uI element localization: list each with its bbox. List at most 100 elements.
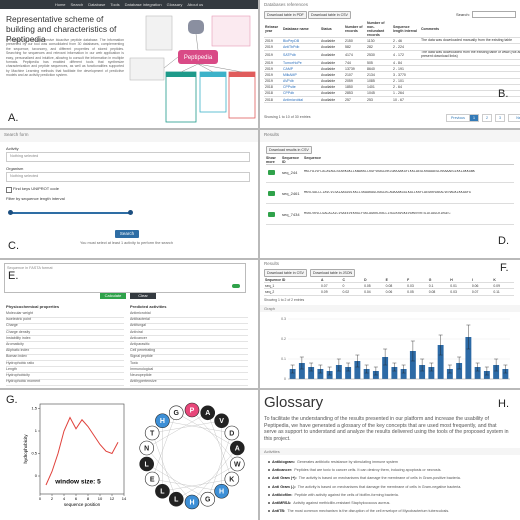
property-name: Aliphatic index [6, 348, 30, 353]
table-cell: 0.01 [449, 282, 471, 290]
property-name: Antibacterial [130, 317, 150, 322]
table-row: 2019 TumorHoPe Available 744 505 4 - 84 [264, 59, 520, 67]
activity-select[interactable]: Nothing selected [6, 152, 250, 162]
nav-link[interactable]: About us [187, 2, 204, 7]
bullet [268, 461, 270, 464]
search-input[interactable] [472, 11, 516, 18]
table-cell: 0 [341, 282, 364, 290]
table-cell[interactable]: TumorHoPe [282, 59, 320, 67]
definition: Peptide with activity against the cells … [294, 492, 399, 497]
panel: Glossary To facilitate the understanding … [260, 390, 520, 520]
table-cell[interactable]: Antimicrobial [282, 96, 320, 104]
column-header: Database name [282, 20, 320, 39]
column-header: Sequence [304, 156, 321, 160]
column-header: Status [320, 20, 344, 39]
nav-link[interactable]: Search [70, 2, 84, 7]
error-bar [309, 362, 314, 372]
checkbox[interactable] [6, 187, 12, 193]
organism-select[interactable]: Nothing selected [6, 172, 250, 182]
download-button[interactable]: Download table in CSV [264, 269, 307, 277]
table-cell: 0.07 [319, 282, 342, 290]
term-row: AntiTB: The most common mechanism is the … [268, 509, 516, 513]
page-button[interactable]: Previous [446, 114, 470, 122]
table-cell: 4 - 172 [392, 50, 420, 60]
table-cell[interactable]: CPPdb [282, 90, 320, 98]
table-cell[interactable]: AntiTbPdb [282, 43, 320, 51]
nav-link[interactable]: Database integration [124, 2, 162, 7]
toggle[interactable] [232, 284, 240, 288]
table-info: Showing 1 to 2 of 2 entries [264, 298, 305, 302]
show-more-button[interactable] [268, 170, 275, 175]
residue-label: A [205, 410, 210, 417]
fasta-input[interactable]: Sequence in FASTA format [4, 263, 246, 293]
search-button[interactable]: Search [115, 230, 139, 238]
error-bar [299, 356, 304, 370]
action-button[interactable]: Calculate [100, 293, 126, 299]
show-more-button[interactable] [268, 191, 275, 196]
x-tick-label: 10 [98, 496, 103, 501]
download-button[interactable]: Download table in CSV [308, 11, 351, 19]
y-tick-label: 0.2 [281, 337, 286, 341]
table-cell: 4 - 84 [392, 59, 420, 67]
table-cell[interactable]: CPPsite [282, 84, 320, 91]
definition: Peptides that are toxic to cancer cells.… [294, 468, 442, 473]
table-cell: 2019 [264, 37, 282, 45]
slider-handle[interactable] [128, 210, 133, 215]
table-cell: 2059 [344, 78, 366, 85]
download-button[interactable]: Download table in JSON [310, 269, 356, 277]
wheel-link [207, 412, 233, 480]
note: You must select at least 1 activity to p… [80, 241, 173, 245]
annotation: window size: 5 [54, 479, 101, 486]
download-button[interactable]: Download table in PDF [264, 11, 307, 19]
x-tick-label: 8 [87, 496, 90, 501]
error-bar [410, 340, 415, 362]
nav-link[interactable]: Home [54, 2, 66, 7]
table-cell: 2 - 224 [392, 43, 420, 51]
table-cell: 2019 [264, 71, 282, 79]
table-cell: 2530 [366, 50, 392, 60]
property-name: Isoelectric point [6, 317, 31, 322]
table-cell: 2 - 46 [392, 37, 420, 45]
table-cell: 0.05 [406, 288, 428, 296]
table-cell: 2134 [366, 71, 392, 79]
show-more-button[interactable] [268, 212, 275, 217]
table-cell: 0.02 [341, 288, 364, 296]
table-cell[interactable]: MilkAMP [282, 71, 320, 79]
table-cell[interactable]: CAMP [282, 65, 320, 73]
column-header: Number of records [344, 20, 366, 39]
property-name: Boman index [6, 354, 27, 359]
error-bar [429, 362, 434, 372]
table-cell: Available [320, 90, 344, 98]
download-button[interactable]: Download results in CSV [266, 146, 312, 154]
table-cell: 0.04 [363, 288, 385, 296]
table-cell[interactable]: SATPdb [282, 50, 320, 60]
table-cell: 1 - 264 [392, 90, 420, 98]
table-cell[interactable]: BioPepDB [282, 37, 320, 45]
nav-link[interactable]: Tools [110, 2, 120, 7]
bullet [268, 510, 270, 513]
wheel-link [162, 420, 232, 434]
term-row: Anti Gram (-): The activity is based on m… [268, 485, 516, 489]
page-button[interactable]: Next [508, 114, 520, 122]
table-cell[interactable]: AVPdb [282, 78, 320, 85]
residue [230, 440, 245, 456]
error-bar [336, 358, 341, 372]
error-bar [383, 348, 388, 366]
page-button[interactable]: 1 [469, 114, 479, 122]
nav-link[interactable]: Glossary [166, 2, 183, 7]
page-button[interactable]: 2 [482, 114, 492, 122]
nav-link[interactable]: Database [88, 2, 106, 7]
page-button[interactable]: 3 [495, 114, 505, 122]
slider-handle[interactable] [8, 210, 13, 215]
bar [465, 337, 472, 379]
table-cell: 0.03 [449, 288, 471, 296]
bullet [268, 493, 270, 496]
term: Anti Gram (+): [272, 476, 297, 481]
panel: Databases references Download table in PD… [260, 0, 520, 128]
residue [230, 456, 245, 472]
section-header: Results [264, 261, 280, 266]
action-button[interactable]: Clear [130, 293, 156, 299]
section-header: Databases references [264, 2, 309, 7]
table-cell: 2018 [264, 84, 282, 91]
